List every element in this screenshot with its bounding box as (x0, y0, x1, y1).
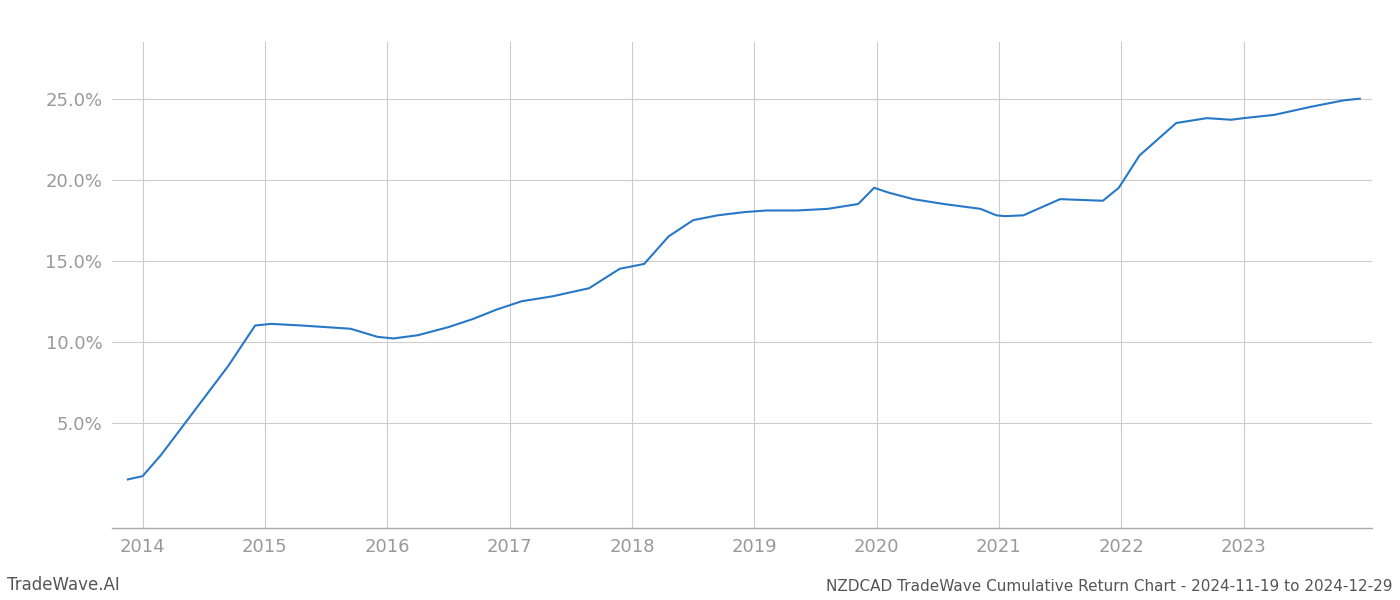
Text: NZDCAD TradeWave Cumulative Return Chart - 2024-11-19 to 2024-12-29: NZDCAD TradeWave Cumulative Return Chart… (826, 579, 1393, 594)
Text: TradeWave.AI: TradeWave.AI (7, 576, 120, 594)
